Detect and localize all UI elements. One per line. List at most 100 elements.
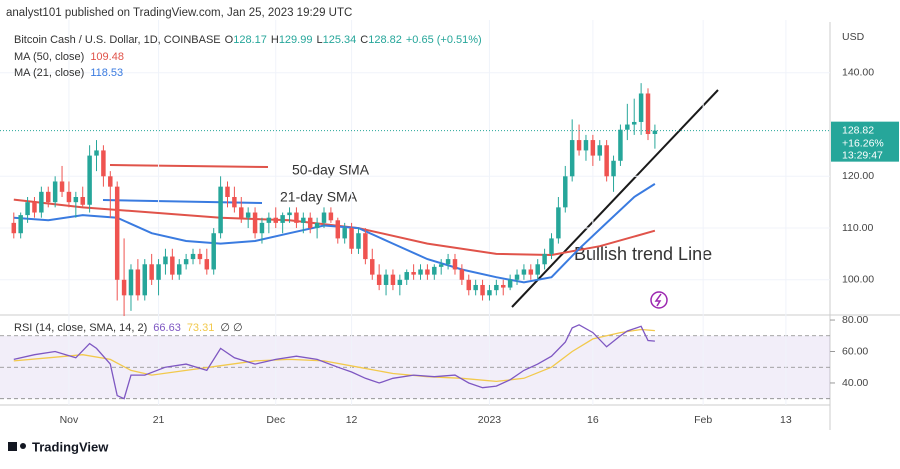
candle-body bbox=[583, 140, 589, 151]
candle-body bbox=[487, 290, 492, 296]
x-tick-label: 12 bbox=[346, 414, 358, 426]
candle-body bbox=[370, 259, 375, 275]
y-tick-label: 110.00 bbox=[842, 222, 873, 234]
event-icon[interactable] bbox=[650, 291, 668, 309]
candle-body bbox=[590, 140, 596, 156]
candle-body bbox=[473, 284, 478, 291]
candle-body bbox=[149, 264, 154, 280]
rsi-legend: RSI (14, close, SMA, 14, 2) 66.63 73.31 ∅ ∅ bbox=[14, 322, 243, 334]
ohlc-label: C bbox=[360, 34, 368, 46]
candle-body bbox=[287, 212, 292, 216]
candle-body bbox=[363, 233, 368, 260]
candle-body bbox=[535, 264, 540, 275]
candle-body bbox=[425, 269, 430, 275]
candle-body bbox=[335, 220, 341, 239]
rsi-sma-value: 73.31 bbox=[187, 322, 215, 334]
legend-row: MA (21, close) 118.53 bbox=[14, 67, 123, 79]
candle-body bbox=[46, 191, 51, 203]
candle-body bbox=[390, 274, 396, 285]
candle-body bbox=[459, 269, 465, 280]
candle-body bbox=[176, 264, 182, 275]
x-tick-label: 16 bbox=[587, 414, 599, 426]
candle-body bbox=[39, 191, 44, 213]
x-tick-label: 2023 bbox=[478, 414, 502, 426]
candle-body bbox=[80, 197, 85, 205]
candle-body bbox=[94, 150, 99, 156]
candle-body bbox=[135, 269, 141, 296]
candle-body bbox=[280, 215, 285, 223]
ohlc-value: 128.17 bbox=[233, 34, 267, 46]
trend-line bbox=[511, 89, 719, 308]
ohlc-label: L bbox=[316, 34, 322, 46]
candle-body bbox=[618, 129, 623, 161]
candle-body bbox=[18, 215, 23, 234]
x-tick-label: 21 bbox=[153, 414, 165, 426]
ohlc-label: H bbox=[271, 34, 279, 46]
candle-body bbox=[52, 181, 58, 203]
legend-row: MA (50, close) 109.48 bbox=[14, 51, 124, 63]
candle-body bbox=[563, 176, 568, 208]
candle-body bbox=[266, 217, 272, 223]
rsi-value: 66.63 bbox=[153, 322, 181, 334]
rsi-sma-line bbox=[13, 328, 655, 383]
candle-body bbox=[59, 181, 65, 192]
candle-body bbox=[121, 279, 127, 296]
candle-body bbox=[163, 256, 168, 265]
candle-body bbox=[197, 253, 203, 260]
x-tick-label: 13 bbox=[780, 414, 792, 426]
countdown: 13:29:47 bbox=[842, 149, 883, 161]
candle-body bbox=[432, 266, 437, 275]
candle-body bbox=[625, 124, 630, 130]
y-tick-label: 140.00 bbox=[842, 67, 874, 79]
candle-body bbox=[73, 197, 79, 203]
rsi-tick-label: 60.00 bbox=[842, 345, 868, 357]
y-tick-label: 120.00 bbox=[842, 170, 874, 182]
candle-body bbox=[307, 217, 313, 229]
candle-body bbox=[321, 212, 327, 223]
candle-body bbox=[521, 269, 527, 275]
annotation: 21-day SMA bbox=[280, 189, 358, 205]
candle-body bbox=[397, 279, 403, 285]
candle-body bbox=[445, 259, 451, 265]
candle-body bbox=[128, 269, 134, 296]
candle-body bbox=[301, 217, 306, 223]
candle-body bbox=[500, 284, 506, 288]
candle-body bbox=[328, 212, 334, 221]
ohlc-label: O bbox=[225, 34, 234, 46]
candle-body bbox=[652, 130, 658, 135]
legend-value: 118.53 bbox=[90, 67, 123, 79]
candle-body bbox=[514, 274, 520, 280]
x-tick-label: Feb bbox=[694, 414, 712, 426]
candle-body bbox=[294, 212, 299, 223]
candle-body bbox=[611, 160, 616, 177]
footer-logo: TradingView bbox=[8, 439, 109, 454]
candle-body bbox=[411, 272, 416, 275]
candle-body bbox=[528, 269, 534, 275]
candle-body bbox=[418, 269, 423, 275]
price-label-box bbox=[831, 121, 899, 162]
candle-body bbox=[108, 176, 113, 187]
candle-body bbox=[32, 202, 37, 213]
price-change: +16.26% bbox=[842, 137, 884, 149]
candle-body bbox=[259, 222, 265, 234]
legend-name: MA (50, close) bbox=[14, 51, 84, 63]
candle-body bbox=[204, 259, 210, 270]
candle-body bbox=[466, 279, 472, 291]
candle-body bbox=[225, 186, 230, 197]
candle-body bbox=[452, 259, 458, 270]
candle-body bbox=[142, 264, 148, 296]
rsi-line bbox=[13, 324, 655, 400]
candle-body bbox=[252, 212, 258, 234]
candle-body bbox=[232, 197, 237, 208]
currency-label: USD bbox=[842, 31, 865, 43]
candle-body bbox=[507, 279, 513, 288]
candle-body bbox=[494, 284, 499, 291]
candle-body bbox=[376, 274, 382, 285]
candle-body bbox=[383, 274, 389, 285]
candle-body bbox=[569, 140, 575, 177]
legend-value: 109.48 bbox=[90, 51, 124, 63]
candle-body bbox=[631, 121, 637, 125]
candle-body bbox=[349, 228, 354, 249]
logo-mark bbox=[20, 443, 26, 449]
